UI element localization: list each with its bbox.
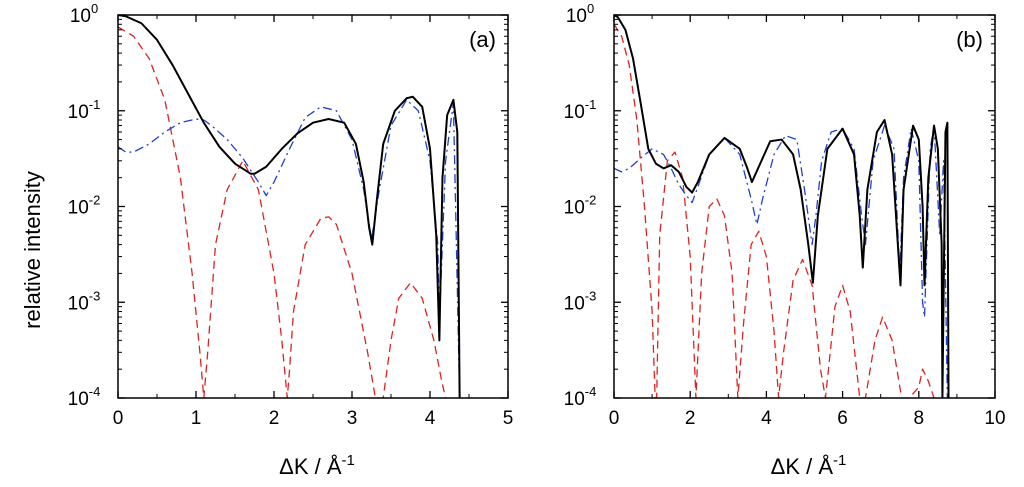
panel-a-plot-area — [118, 15, 461, 398]
panel-a: 0 1 2 3 4 5 100 10-1 10-2 10-3 10-4 (a) ΔK / Å-1 — [68, 1, 514, 479]
panel-b-label: (b) — [956, 27, 983, 52]
panel-b-series-black-total — [614, 15, 950, 398]
panel-b-x-ticks: 0 2 4 6 8 10 — [609, 15, 1006, 429]
panel-a-series-blue-dashdot — [118, 99, 461, 398]
panel-b-series-red-dashed — [614, 23, 935, 398]
panel-a-x-tick-label: 5 — [503, 408, 514, 429]
panel-a-x-ticks: 0 1 2 3 4 5 — [113, 15, 514, 429]
panel-b-x-tick-label: 8 — [914, 408, 925, 429]
panel-b-y-tick-label: 10-3 — [564, 288, 597, 314]
y-axis-title: relative intensity — [20, 171, 45, 329]
panel-b-x-tick-label: 4 — [761, 408, 772, 429]
panel-b-y-tick-label: 10-4 — [564, 384, 597, 410]
panel-a-y-ticks: 100 10-1 10-2 10-3 10-4 — [68, 1, 508, 410]
panel-a-x-tick-label: 0 — [113, 408, 124, 429]
panel-a-y-tick-label: 100 — [70, 1, 98, 27]
panel-a-y-tick-label: 10-3 — [68, 288, 101, 314]
panel-a-x-tick-label: 3 — [347, 408, 358, 429]
panel-a-x-tick-label: 2 — [269, 408, 280, 429]
panel-b-plot-area — [614, 15, 950, 398]
panel-b-y-ticks: 100 10-1 10-2 10-3 10-4 — [564, 1, 995, 410]
panel-a-x-axis-title: ΔK / Å-1 — [279, 452, 355, 479]
panel-b-x-axis-title: ΔK / Å-1 — [771, 452, 847, 479]
panel-a-y-tick-label: 10-2 — [68, 193, 101, 219]
panel-b-x-tick-label: 0 — [609, 408, 620, 429]
panel-a-x-tick-label: 1 — [191, 408, 202, 429]
panel-b-x-tick-label: 2 — [685, 408, 696, 429]
panel-b-y-tick-label: 100 — [566, 1, 594, 27]
panel-a-y-tick-label: 10-1 — [68, 97, 101, 123]
panel-a-series-red-dashed — [118, 26, 447, 398]
panel-a-y-tick-label: 10-4 — [68, 384, 101, 410]
panel-b-y-tick-label: 10-2 — [564, 193, 597, 219]
panel-b-x-tick-label: 10 — [984, 408, 1005, 429]
panel-a-x-tick-label: 4 — [425, 408, 436, 429]
panel-b-y-tick-label: 10-1 — [564, 97, 597, 123]
panel-a-label: (a) — [469, 27, 496, 52]
panel-b-x-tick-label: 6 — [837, 408, 848, 429]
panel-b-series-blue-dashdot — [614, 124, 949, 398]
panel-a-series-black-total — [118, 15, 461, 398]
panel-b: 0 2 4 6 8 10 100 10-1 10-2 10-3 10-4 (b) ΔK / Å-1 — [564, 1, 1006, 479]
